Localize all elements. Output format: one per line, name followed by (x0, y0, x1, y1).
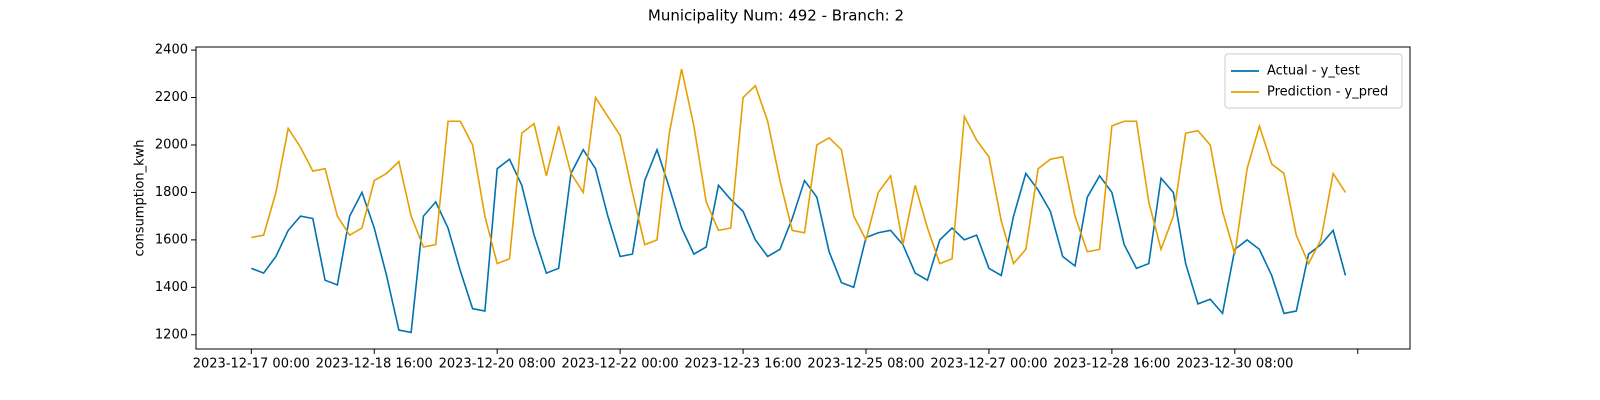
x-tick-label: 2023-12-22 00:00 (562, 357, 679, 372)
x-tick-label: 2023-12-30 08:00 (1176, 357, 1293, 372)
legend: Actual - y_test Prediction - y_pred (1224, 53, 1403, 109)
x-tick-label: 2023-12-27 00:00 (930, 357, 1047, 372)
chart-title: Municipality Num: 492 - Branch: 2 (648, 7, 904, 25)
y-tick-label: 1400 (155, 280, 188, 295)
y-tick-label: 1600 (155, 232, 188, 247)
x-tick-label: 2023-12-17 00:00 (193, 357, 310, 372)
x-tick-label: 2023-12-18 16:00 (316, 357, 433, 372)
plot-frame (195, 46, 1411, 350)
y-tick-label: 2400 (155, 43, 188, 58)
x-tick-label: 2023-12-20 08:00 (439, 357, 556, 372)
legend-label: Actual - y_test (1267, 64, 1360, 79)
series-line (251, 68, 1347, 266)
y-tick-label: 2200 (155, 90, 188, 105)
x-tick-label: 2023-12-25 08:00 (807, 357, 924, 372)
y-tick-label: 1800 (155, 185, 188, 200)
y-tick-label: 2000 (155, 137, 188, 152)
y-axis-label: consumption_kwh (133, 139, 148, 256)
y-tick-label: 1200 (155, 327, 188, 342)
legend-box (1224, 53, 1403, 109)
x-tick-label: 2023-12-23 16:00 (684, 357, 801, 372)
x-tick-label: 2023-12-28 16:00 (1053, 357, 1170, 372)
series-line (251, 147, 1347, 334)
legend-label: Prediction - y_pred (1267, 85, 1388, 100)
